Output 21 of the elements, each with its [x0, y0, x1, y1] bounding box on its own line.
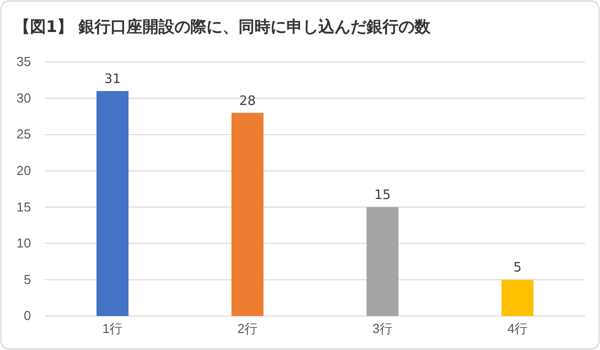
data-label: 28 [239, 94, 256, 109]
x-tick-label: 1行 [102, 321, 123, 336]
y-tick-label: 10 [16, 236, 31, 251]
x-tick-label: 4行 [507, 321, 528, 336]
y-tick-label: 25 [16, 126, 31, 142]
data-label: 31 [104, 72, 121, 88]
bar [232, 112, 264, 316]
y-tick-label: 30 [16, 90, 31, 106]
y-tick-label: 5 [24, 272, 31, 287]
x-tick-label: 2行 [237, 321, 258, 336]
data-label: 5 [513, 260, 522, 276]
y-tick-label: 15 [16, 199, 31, 214]
y-tick-label: 0 [24, 308, 31, 324]
y-tick-label: 35 [16, 54, 31, 70]
data-label: 15 [374, 188, 391, 204]
bar [96, 91, 128, 316]
y-tick-label: 20 [16, 163, 31, 178]
bar [366, 207, 398, 316]
x-tick-label: 3行 [372, 321, 393, 336]
chart-title: 【図1】 銀行口座開設の際に、同時に申し込んだ銀行の数 [14, 17, 432, 36]
bar [502, 280, 534, 316]
